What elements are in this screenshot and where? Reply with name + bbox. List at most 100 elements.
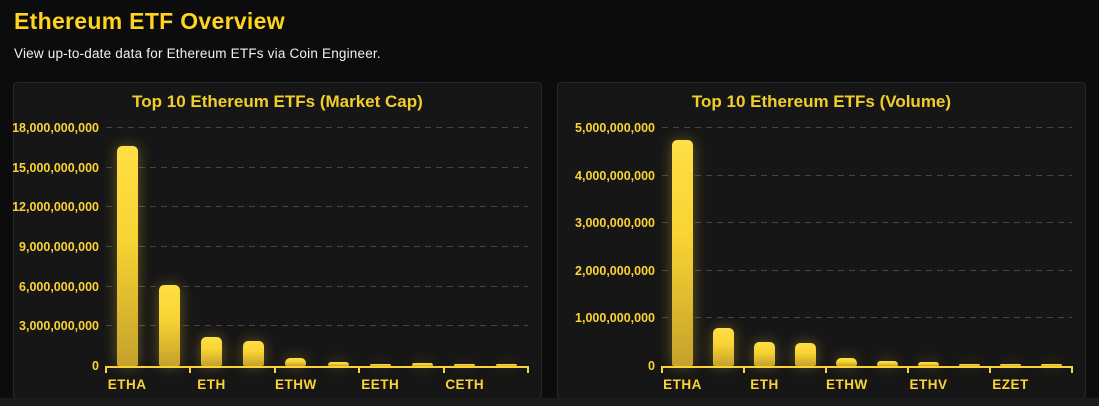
y-axis-label: 2,000,000,000 — [575, 263, 655, 278]
volume-chart-card: Top 10 Ethereum ETFs (Volume) 0 1,000,000… — [557, 82, 1086, 399]
bar-slot — [949, 128, 990, 366]
y-axis-label: 0 — [92, 359, 99, 373]
market-cap-chart-title: Top 10 Ethereum ETFs (Market Cap) — [132, 92, 423, 111]
charts-row: Top 10 Ethereum ETFs (Market Cap) 0 3,000… — [12, 82, 1086, 399]
bar-slot — [785, 128, 826, 366]
x-axis-tick — [527, 366, 529, 373]
bar-slot — [744, 128, 785, 366]
gridline — [106, 325, 528, 327]
x-axis-label: ETH — [750, 377, 779, 392]
x-axis-tick — [989, 366, 991, 373]
x-axis-label: ETH — [197, 377, 226, 392]
y-axis-label: 12,000,000,000 — [12, 200, 99, 215]
bar[interactable] — [201, 336, 222, 366]
market-cap-plot-wrap: 0 3,000,000,000 6,000,000,000 9,000,000,000… — [12, 121, 529, 394]
bar-slot — [826, 128, 867, 366]
y-axis-label: 15,000,000,000 — [12, 160, 99, 175]
bar[interactable] — [836, 358, 857, 366]
bar[interactable] — [158, 285, 180, 366]
x-axis-tick — [743, 366, 745, 373]
bar-slot — [990, 128, 1031, 366]
bar[interactable] — [918, 362, 939, 366]
gridline — [662, 222, 1072, 224]
bar-slot — [190, 128, 232, 366]
bar[interactable] — [285, 358, 307, 366]
gridline — [106, 166, 528, 168]
bar-slot — [486, 128, 528, 366]
bar-series — [662, 128, 1072, 366]
bar[interactable] — [327, 362, 349, 366]
y-axis-label: 6,000,000,000 — [19, 279, 99, 294]
bar-slot — [662, 128, 703, 366]
bar[interactable] — [496, 364, 518, 366]
x-axis-label: EZET — [992, 377, 1029, 392]
bar-slot — [444, 128, 486, 366]
y-axis-label: 3,000,000,000 — [575, 216, 655, 231]
x-axis-tick — [189, 366, 192, 373]
bar[interactable] — [1041, 364, 1062, 366]
x-axis-label: EETH — [361, 377, 400, 392]
gridline — [662, 127, 1072, 128]
bar-slot — [1031, 128, 1072, 366]
x-axis-label: ETHV — [909, 377, 948, 392]
bar[interactable] — [877, 361, 898, 366]
x-axis-label: ETHW — [275, 377, 317, 392]
gridline — [106, 285, 528, 287]
bar-slot — [908, 128, 949, 366]
page-subtitle: View up-to-date data for Ethereum ETFs v… — [14, 46, 381, 61]
gridline — [106, 127, 528, 128]
gridline — [662, 317, 1072, 319]
bar-slot — [317, 128, 359, 366]
bar-slot — [148, 128, 190, 366]
gridline — [106, 206, 528, 208]
bar-slot — [106, 128, 148, 366]
x-axis-tick — [273, 366, 276, 373]
x-axis-tick — [661, 366, 663, 373]
page-title: Ethereum ETF Overview — [14, 8, 285, 34]
y-axis-label: 3,000,000,000 — [19, 319, 99, 334]
bar-slot — [359, 128, 401, 366]
x-axis-tick — [358, 366, 361, 373]
x-axis-label: CETH — [445, 377, 485, 392]
page-header: Ethereum ETF Overview View up-to-date da… — [0, 0, 1099, 61]
bar[interactable] — [795, 343, 816, 366]
bar[interactable] — [412, 363, 434, 366]
x-axis-tick — [825, 366, 827, 373]
bar[interactable] — [369, 363, 391, 366]
y-axis-label: 1,000,000,000 — [575, 311, 655, 326]
market-cap-chart-card: Top 10 Ethereum ETFs (Market Cap) 0 3,000… — [12, 82, 542, 399]
volume-plot-area[interactable]: 0 1,000,000,000 2,000,000,000 3,000,000,000… — [575, 121, 1073, 373]
x-axis-labels: ETHA ETH ETHW ETHV EZET — [662, 377, 1072, 394]
bar[interactable] — [243, 340, 265, 366]
x-axis-label: ETHW — [826, 377, 868, 392]
volume-plot-wrap: 0 1,000,000,000 2,000,000,000 3,000,000,000… — [575, 121, 1073, 394]
bar[interactable] — [1000, 364, 1021, 366]
bar[interactable] — [959, 364, 980, 366]
x-axis-tick — [105, 366, 107, 373]
x-axis-label: ETHA — [663, 377, 702, 392]
bar[interactable] — [754, 342, 775, 366]
x-axis-tick — [442, 366, 445, 373]
x-axis-label: ETHA — [107, 377, 147, 392]
bar[interactable] — [454, 364, 476, 366]
footer-strip — [0, 398, 1099, 406]
bar[interactable] — [713, 327, 734, 366]
bar-slot — [401, 128, 443, 366]
gridline — [662, 269, 1072, 271]
y-axis-label: 0 — [648, 359, 655, 373]
gridline — [106, 246, 528, 247]
market-cap-plot-area[interactable]: 0 3,000,000,000 6,000,000,000 9,000,000,000… — [12, 121, 529, 373]
bar-slot — [703, 128, 744, 366]
bar[interactable] — [672, 139, 693, 366]
y-axis-label: 18,000,000,000 — [12, 121, 99, 135]
y-axis-label: 5,000,000,000 — [575, 121, 655, 135]
bar-series — [106, 128, 528, 366]
y-axis-label: 4,000,000,000 — [575, 168, 655, 183]
bar-slot — [275, 128, 317, 366]
bar[interactable] — [116, 145, 138, 366]
x-axis-tick — [907, 366, 909, 373]
x-axis-labels: ETHA ETH ETHW EETH CETH — [106, 377, 528, 394]
volume-chart-title: Top 10 Ethereum ETFs (Volume) — [691, 92, 952, 111]
bar-slot — [867, 128, 908, 366]
gridline — [662, 174, 1072, 176]
